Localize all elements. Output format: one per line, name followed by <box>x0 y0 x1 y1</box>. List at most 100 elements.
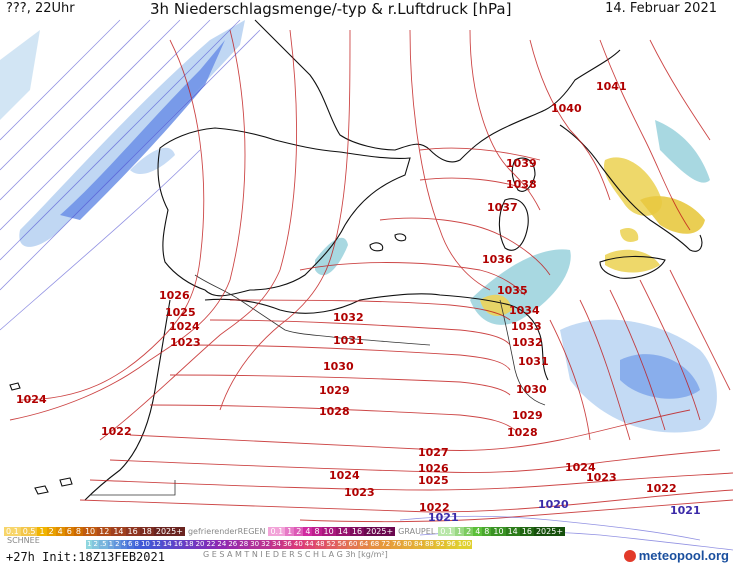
legend-total-row: 1 2.5 1 2 4 6 8 10 12 14 16 18 20 22 24 26 28 30 32 34 36 40 4… <box>86 540 473 549</box>
legend-swatch: 1 <box>285 527 295 536</box>
graupel-scale: 0.1 1 2 4 8 10 14 16 2025+ <box>438 527 566 536</box>
legend-swatch: 96 <box>445 540 457 549</box>
legend-swatch: 88 <box>423 540 435 549</box>
isobar-label: 1026 <box>159 289 190 302</box>
legend-swatch: 22 <box>205 540 217 549</box>
isobar-label: 1022 <box>419 501 450 514</box>
isobar-label: 1031 <box>518 355 549 368</box>
legend-swatch: 68 <box>369 540 381 549</box>
legend-swatch: 52 <box>325 540 337 549</box>
isobar-labels: 1041 1040 1039 1038 1037 1036 1035 1034 … <box>16 80 701 524</box>
legend-swatch: 4 <box>120 540 128 549</box>
legend-swatch: 14 <box>111 527 126 536</box>
isobar-label: 1028 <box>319 405 350 418</box>
rain-scale: 0.1 1 2 4 8 10 14 16 2025+ <box>268 527 396 536</box>
legend-swatch: 36 <box>281 540 293 549</box>
isobar-label: 1024 <box>565 461 596 474</box>
west-isobars <box>0 19 733 551</box>
legend-swatch: .5 <box>98 540 108 549</box>
total-precip-label: G E S A M T N I E D E R S C H L A G 3h [… <box>203 550 388 559</box>
isobar-label: 1025 <box>418 474 449 487</box>
isobar-label: 1035 <box>497 284 528 297</box>
isobar-label: 1032 <box>333 311 364 324</box>
legend-swatch: 8 <box>133 540 140 549</box>
legend-swatch: 48 <box>314 540 326 549</box>
legend-swatch: 10 <box>321 527 336 536</box>
isobar-label: 1034 <box>509 304 540 317</box>
legend-swatch: 12 <box>97 527 112 536</box>
legend-swatch: 1 <box>86 540 93 549</box>
date-label: 14. Februar 2021 <box>605 1 717 16</box>
legend-swatch: 72 <box>380 540 392 549</box>
legend-swatch: 24 <box>216 540 228 549</box>
legend-swatch: 100 <box>456 540 473 549</box>
snow-scale: 0.1 0.5 1 2 4 6 8 10 12 14 16 18 2025+ <box>4 527 185 536</box>
isobar-label: 1022 <box>646 482 677 495</box>
brand-logo[interactable]: meteopool.org <box>623 548 729 563</box>
isobar-label: 1027 <box>418 446 449 459</box>
legend-swatch: 44 <box>303 540 315 549</box>
legend-swatch: 16 <box>125 527 140 536</box>
legend-swatch: 84 <box>413 540 424 549</box>
legend-swatch: 34 <box>271 540 282 549</box>
isobar-label: 1039 <box>506 157 537 170</box>
isobar-label: 1021 <box>428 511 459 524</box>
legend-swatch: 14 <box>335 527 350 536</box>
graupel-label: GRAUPEL <box>398 527 436 536</box>
legend-swatch: 0.1 <box>268 527 286 536</box>
legend-swatch: 2 <box>464 527 474 536</box>
legend-swatch: 0.1 <box>4 527 21 536</box>
isobar-label: 1037 <box>487 201 518 214</box>
isobar-label: 1029 <box>512 409 543 422</box>
isobar-label: 1024 <box>329 469 360 482</box>
isobar-label: 1022 <box>101 425 132 438</box>
borders <box>90 274 546 496</box>
legend-total-caption-row: G E S A M T N I E D E R S C H L A G 3h [… <box>200 550 391 559</box>
legend-swatch: 2025+ <box>153 527 185 536</box>
isobar-label: 1023 <box>170 336 201 349</box>
legend-swatch: 60 <box>347 540 359 549</box>
legend-swatch: 8 <box>73 527 83 536</box>
legend-swatch: 10 <box>139 540 151 549</box>
isobar-label: 1023 <box>344 486 375 499</box>
isobar-label: 1029 <box>319 384 350 397</box>
isobar-label: 1040 <box>551 102 582 115</box>
legend-swatch: 4 <box>55 527 65 536</box>
legend-swatch: 28 <box>238 540 250 549</box>
legend-snow-row: SCHNEE <box>4 536 43 545</box>
isobar-label: 1023 <box>586 471 617 484</box>
isobars <box>9 29 733 523</box>
legend-swatch: 2 <box>92 540 99 549</box>
legend-swatch: 18 <box>139 527 154 536</box>
legend-swatch: 2025+ <box>364 527 396 536</box>
legend-swatch: 0.5 <box>20 527 38 536</box>
legend-swatch: 12 <box>150 540 162 549</box>
legend-swatch: 2 <box>294 527 304 536</box>
time-label: ???, 22Uhr <box>6 1 75 16</box>
isobar-label: 1020 <box>538 498 569 511</box>
legend-swatch: 32 <box>260 540 272 549</box>
brand-dot-icon <box>623 549 636 562</box>
legend-swatch: 2025+ <box>533 527 566 536</box>
isobar-label: 1024 <box>169 320 200 333</box>
legend-swatch: 4 <box>473 527 483 536</box>
legend-swatch: 76 <box>391 540 403 549</box>
legend-swatch: 14 <box>161 540 173 549</box>
legend-swatch: 20 <box>194 540 206 549</box>
snow-label: SCHNEE <box>7 536 40 545</box>
legend-swatch: 30 <box>249 540 261 549</box>
legend-swatch: 6 <box>127 540 134 549</box>
legend-swatch: 0.1 <box>438 527 456 536</box>
legend-swatch: 14 <box>505 527 520 536</box>
legend-swatch: 16 <box>519 527 534 536</box>
legend-swatch: 40 <box>292 540 304 549</box>
isobar-label: 1031 <box>333 334 364 347</box>
legend-swatch: 2 <box>46 527 56 536</box>
isobar-label: 1030 <box>516 383 547 396</box>
isobar-label: 1028 <box>507 426 538 439</box>
legend-swatch: 26 <box>227 540 239 549</box>
isobar-label: 1025 <box>165 306 196 319</box>
isobar-label: 1030 <box>323 360 354 373</box>
legend-swatch: 1 <box>107 540 115 549</box>
